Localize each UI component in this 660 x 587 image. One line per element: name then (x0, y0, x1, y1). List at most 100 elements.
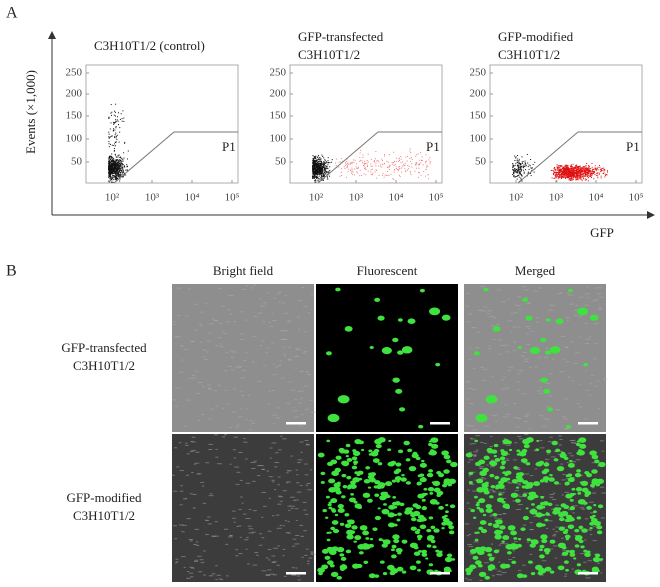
event-dot (512, 174, 513, 175)
event-dot (380, 164, 381, 165)
cell-texture (310, 551, 313, 552)
cell-texture (241, 377, 245, 378)
gfp-cell (515, 499, 521, 503)
event-dot (576, 173, 577, 174)
cell-texture (586, 297, 589, 298)
cell-texture (186, 518, 190, 519)
cell-texture (215, 579, 217, 580)
cell-texture (243, 438, 245, 439)
event-dot (328, 171, 329, 172)
event-dot (319, 172, 320, 173)
event-dot (593, 169, 594, 170)
event-dot (588, 173, 589, 174)
event-dot (318, 161, 319, 162)
event-dot (317, 165, 318, 166)
gfp-cell (583, 550, 587, 553)
cell-texture (503, 376, 505, 377)
cell-texture (280, 361, 282, 362)
event-dot (112, 175, 113, 176)
gfp-cell (539, 548, 543, 551)
gfp-cell (392, 534, 399, 539)
gfp-cell (340, 523, 345, 526)
cell-texture (181, 531, 185, 532)
cell-texture (208, 444, 213, 445)
event-dot (401, 159, 402, 160)
event-dot (399, 168, 400, 169)
cell-texture (508, 454, 510, 455)
gfp-cell (327, 560, 334, 565)
cell-texture (274, 489, 276, 490)
event-dot (592, 163, 593, 164)
cell-texture (232, 511, 235, 512)
event-dot (559, 167, 560, 168)
gfp-cell (484, 490, 490, 494)
gfp-cell (537, 514, 541, 516)
cell-texture (469, 459, 473, 460)
event-dot (356, 163, 357, 164)
cell-texture (243, 442, 247, 443)
cell-texture (489, 516, 491, 517)
y-tick-label: 50 (475, 156, 487, 168)
gfp-cell (395, 476, 402, 481)
event-dot (127, 166, 128, 167)
cell-texture (513, 312, 518, 313)
cell-texture (539, 387, 541, 388)
cell-texture (512, 550, 515, 551)
event-dot (317, 170, 318, 171)
cell-texture (530, 554, 533, 555)
cell-texture (305, 514, 309, 515)
cell-texture (224, 370, 228, 371)
event-dot (313, 164, 314, 165)
event-dot (568, 179, 569, 180)
cell-texture (251, 468, 255, 469)
event-dot (314, 176, 315, 177)
cell-texture (519, 438, 523, 439)
gfp-cell (450, 504, 456, 508)
cell-texture (268, 559, 270, 560)
event-dot (566, 167, 567, 168)
row-label: C3H10T1/2 (73, 508, 135, 523)
cell-texture (227, 310, 230, 311)
gfp-cell (546, 450, 551, 454)
cell-texture (196, 393, 201, 394)
cell-texture (564, 576, 567, 577)
event-dot (429, 157, 430, 158)
gfp-cell (507, 441, 512, 445)
cell-texture (562, 416, 566, 417)
cell-texture (526, 326, 530, 327)
event-dot (520, 164, 521, 165)
event-dot (112, 167, 113, 168)
event-dot (529, 164, 530, 165)
gfp-cell (546, 318, 551, 321)
cell-texture (202, 486, 204, 487)
cell-texture (303, 502, 307, 503)
cell-texture (215, 565, 217, 566)
gfp-cell (513, 466, 518, 469)
gfp-cell (547, 407, 553, 411)
gfp-cell (543, 389, 550, 394)
event-dot (110, 166, 111, 167)
event-dot (376, 161, 377, 162)
cell-texture (245, 286, 248, 287)
event-dot (581, 168, 582, 169)
cell-texture (234, 522, 236, 523)
cell-texture (235, 367, 238, 368)
cell-texture (565, 574, 567, 575)
cell-texture (201, 414, 204, 415)
event-dot (350, 170, 351, 171)
gfp-cell (494, 476, 499, 480)
event-dot (410, 172, 411, 173)
cell-texture (467, 462, 470, 463)
cell-texture (585, 293, 590, 294)
cell-texture (574, 315, 577, 316)
cell-texture (273, 298, 276, 299)
event-dot (324, 162, 325, 163)
gfp-cell (577, 563, 581, 566)
gfp-cell (370, 538, 373, 540)
cell-texture (518, 327, 520, 328)
event-dot (312, 163, 313, 164)
cell-texture (245, 518, 250, 519)
event-dot (425, 154, 426, 155)
cell-texture (549, 497, 553, 498)
event-dot (116, 165, 117, 166)
